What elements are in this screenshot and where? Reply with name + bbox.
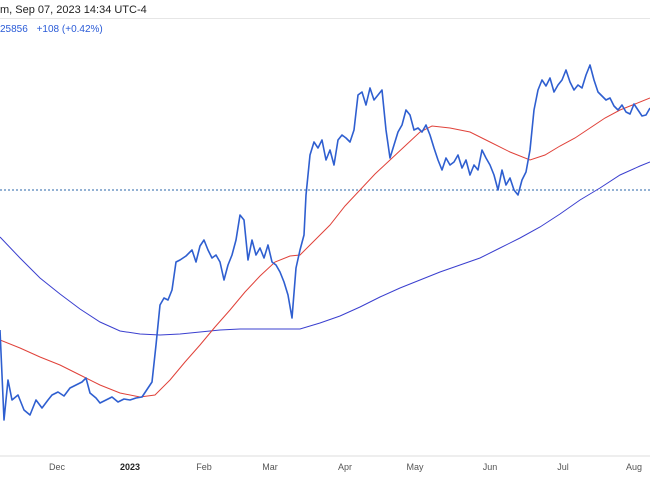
x-tick-label: Mar (262, 462, 278, 472)
x-axis-ticks: Dec 2023 Feb Mar Apr May Jun Jul Aug (49, 462, 642, 472)
series-long-moving-average (0, 161, 650, 336)
last-value: 25856 (0, 24, 28, 35)
x-tick-label: Aug (626, 462, 642, 472)
x-tick-label: 2023 (120, 462, 140, 472)
x-tick-label: Jul (557, 462, 569, 472)
timestamp-text: m, Sep 07, 2023 14:34 UTC-4 (0, 4, 147, 16)
price-readout: 25856 +108 (+0.42%) (0, 24, 109, 35)
x-tick-label: Feb (196, 462, 212, 472)
change-value: +108 (+0.42%) (36, 24, 103, 35)
series-short-moving-average (0, 97, 650, 398)
x-tick-label: Jun (483, 462, 498, 472)
series-price-line (0, 64, 650, 421)
x-tick-label: May (406, 462, 424, 472)
chart-timestamp: m, Sep 07, 2023 14:34 UTC-4 (0, 4, 147, 16)
x-tick-label: Dec (49, 462, 66, 472)
header-separator (0, 18, 650, 19)
x-tick-label: Apr (338, 462, 352, 472)
